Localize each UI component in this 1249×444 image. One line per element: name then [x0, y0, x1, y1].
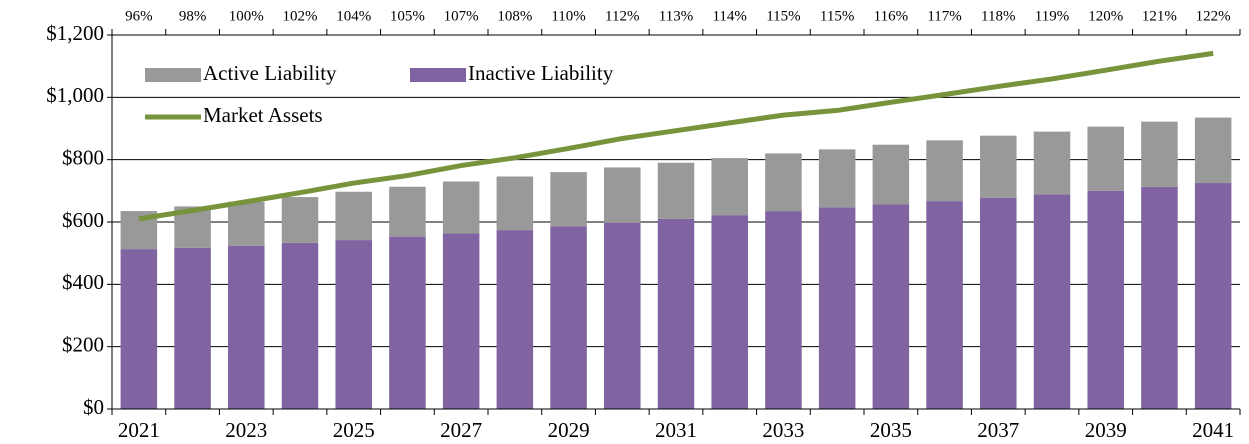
- bar-segment: [550, 226, 587, 409]
- y-tick-label: $600: [62, 208, 104, 232]
- line-series: [138, 50, 1214, 222]
- bar-segment: [281, 197, 319, 243]
- bar-segment: [1033, 194, 1071, 409]
- y-tick-label: $200: [62, 332, 104, 356]
- funded-ratio-label: 121%: [1142, 8, 1177, 24]
- x-tick-label: 2035: [870, 418, 912, 442]
- bar-segment: [335, 240, 372, 409]
- legend-label: Inactive Liability: [468, 61, 614, 85]
- bar-segment: [980, 197, 1017, 409]
- bar-segment: [604, 222, 641, 409]
- funded-ratio-label: 120%: [1088, 8, 1123, 24]
- bar-segment: [765, 211, 802, 409]
- x-tick-label: 2031: [655, 418, 697, 442]
- x-tick-label: 2041: [1192, 418, 1234, 442]
- bar-segment: [389, 236, 426, 409]
- bar-segment: [711, 215, 748, 409]
- funded-ratio-label: 113%: [659, 8, 693, 24]
- y-tick-label: $1,000: [46, 83, 104, 107]
- funded-ratio-label: 110%: [551, 8, 585, 24]
- y-tick-label: $1,200: [46, 21, 104, 45]
- y-tick-label: $400: [62, 270, 104, 294]
- bar-segment: [550, 172, 587, 227]
- bar-segment: [228, 245, 265, 409]
- funded-ratio-label: 118%: [981, 8, 1015, 24]
- y-tick-label: $0: [83, 395, 104, 419]
- x-tick-label: 2021: [118, 418, 160, 442]
- bar-segment: [281, 242, 319, 409]
- bar-segment: [1194, 117, 1232, 184]
- x-tick-label: 2029: [548, 418, 590, 442]
- x-tick-label: 2033: [762, 418, 804, 442]
- bar-segment: [335, 191, 372, 241]
- bar-segment: [1141, 121, 1178, 187]
- bar-segment: [442, 233, 480, 409]
- funded-ratio-label: 100%: [229, 8, 264, 24]
- bar-segment: [174, 247, 211, 409]
- funded-ratio-label: 122%: [1196, 8, 1231, 24]
- x-tick-label: 2037: [977, 418, 1019, 442]
- bar-segment: [1194, 183, 1232, 409]
- funded-ratio-label: 104%: [336, 8, 371, 24]
- funded-ratio-label: 108%: [497, 8, 532, 24]
- funded-ratio-label: 116%: [874, 8, 908, 24]
- x-tick-label: 2025: [333, 418, 375, 442]
- funded-ratio-label: 96%: [125, 8, 153, 24]
- bar-segment: [228, 201, 265, 246]
- bar-segment: [1087, 126, 1124, 191]
- funded-ratio-label: 102%: [283, 8, 318, 24]
- bar-segment: [926, 201, 963, 409]
- x-tick-label: 2039: [1085, 418, 1127, 442]
- legend-label: Active Liability: [203, 61, 337, 85]
- bar-segment: [442, 181, 480, 234]
- x-tick-label: 2023: [225, 418, 267, 442]
- funded-ratio-label: 107%: [444, 8, 479, 24]
- bar-segment: [926, 140, 963, 202]
- bar-segment: [1087, 190, 1124, 409]
- bar-segment: [872, 204, 910, 409]
- funded-ratio-label: 119%: [1035, 8, 1069, 24]
- y-tick-label: $800: [62, 145, 104, 169]
- bar-segment: [818, 207, 856, 409]
- bar-segment: [120, 249, 158, 409]
- bar-segment: [872, 144, 910, 205]
- bar-segment: [711, 158, 748, 216]
- bar-segment: [389, 186, 426, 237]
- legend-swatch: [145, 68, 201, 82]
- funded-ratio-label: 115%: [820, 8, 854, 24]
- bar-segment: [765, 153, 802, 212]
- funded-ratio-label: 98%: [179, 8, 207, 24]
- bar-segment: [1141, 186, 1178, 409]
- funded-ratio-label: 105%: [390, 8, 425, 24]
- bar-segment: [604, 167, 641, 223]
- bar-segment: [496, 176, 534, 231]
- funded-ratio-label: 112%: [605, 8, 639, 24]
- legend-swatch: [410, 68, 466, 82]
- bar-segment: [657, 218, 695, 409]
- legend-label: Market Assets: [203, 103, 323, 127]
- bar-segment: [657, 162, 695, 219]
- bar-segment: [496, 230, 534, 409]
- funded-ratio-label: 117%: [927, 8, 961, 24]
- bar-segment: [980, 135, 1017, 198]
- funded-ratio-label: 115%: [766, 8, 800, 24]
- x-tick-label: 2027: [440, 418, 482, 442]
- funded-ratio-label: 114%: [712, 8, 746, 24]
- bar-segment: [1033, 131, 1071, 195]
- bar-segment: [818, 149, 856, 208]
